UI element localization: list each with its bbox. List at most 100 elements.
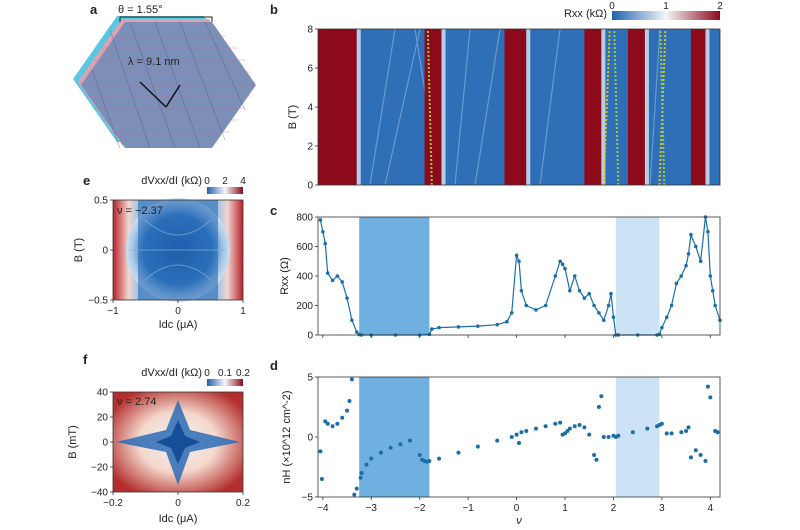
chart-d-point: [596, 405, 601, 409]
chart-d-point: [345, 408, 350, 413]
chart-d-point: [514, 432, 519, 437]
chart-d-point: [408, 438, 413, 443]
colorbar-e-tick: 2: [222, 176, 228, 187]
chart-c-point: [660, 325, 664, 330]
chart-c-ylabel: Rxx (Ω): [279, 257, 291, 295]
chart-c-point: [519, 288, 524, 293]
chart-d-xtick-label: 3: [659, 503, 665, 514]
chart-e-ytick-label: 0.5: [94, 196, 108, 207]
chart-d-y-axis: −5 0 5: [302, 373, 318, 504]
chart-e-ylabel: B (T): [73, 238, 85, 262]
heatmap-b-region-edge: [705, 29, 710, 185]
chart-d-ytick-label: 0: [307, 433, 313, 444]
panel-label-a: a: [90, 2, 98, 17]
chart-f-xtick-label: 0: [175, 498, 181, 509]
chart-c-point: [437, 325, 441, 330]
chart-d-point: [567, 426, 572, 431]
colorbar-b-tick: 1: [663, 1, 669, 12]
chart-d-point: [599, 394, 604, 399]
panel-label-b: b: [270, 2, 278, 17]
chart-d-xlabel: ν: [516, 515, 522, 527]
chart-d-point: [698, 453, 703, 457]
chart-c-point: [456, 325, 461, 329]
panel-label-c: c: [270, 203, 277, 218]
heatmap-b-region-edge: [601, 29, 606, 185]
chart-c-point: [606, 303, 611, 308]
chart-c-shaded-region: [615, 217, 660, 335]
colorbar-b-tick: 0: [609, 1, 615, 12]
chart-d-point: [417, 453, 422, 457]
chart-d-ylabel: nH (×10^12 cm^-2): [281, 390, 293, 483]
heatmap-b-high-region: [424, 29, 442, 185]
theta-label: θ = 1.55°: [118, 4, 162, 16]
colorbar-f-label: dVxx/dI (kΩ): [141, 367, 202, 379]
colorbar-f-tick: 0: [204, 368, 210, 379]
chart-d-point: [388, 445, 393, 450]
chart-d-point: [427, 459, 432, 463]
chart-d-point: [519, 430, 524, 435]
chart-d-point: [359, 471, 364, 475]
colorbar-b: Rxx (kΩ) 0 1 2: [564, 1, 723, 20]
chart-d-point: [708, 395, 713, 400]
colorbar-e-label: dVxx/dI (kΩ): [141, 175, 202, 187]
chart-f-ytick-label: 20: [97, 413, 109, 424]
chart-d-point: [686, 425, 691, 430]
chart-e-x-axis: −1 0 1: [107, 300, 246, 317]
chart-e-ytick-label: −0.5: [88, 296, 108, 307]
chart-c-point: [318, 218, 323, 222]
chart-c-point: [340, 280, 345, 284]
chart-f-x-axis: −0.2 0 0.2: [103, 492, 250, 509]
colorbar-b-label: Rxx (kΩ): [564, 8, 607, 20]
chart-d-point: [352, 492, 357, 497]
chart-c-point: [509, 311, 514, 315]
theta-annotation: θ = 1.55°: [118, 4, 213, 22]
chart-d: −5 0 5 −4 −3 −2 −1 0 1 2 3 4 nH (×10^12 cm^-2) ν: [281, 373, 721, 527]
chart-c-ytick-label: 200: [296, 301, 313, 312]
chart-f-annotation: ν = 2.74: [117, 396, 156, 408]
chart-b-ytick-label: 4: [307, 103, 313, 114]
chart-d-point: [364, 462, 369, 467]
chart-c-point: [517, 259, 521, 264]
chart-c-point: [582, 296, 587, 300]
heatmap-b-high-region: [504, 29, 527, 185]
chart-d-point: [369, 456, 374, 461]
chart-c-point: [323, 241, 328, 246]
chart-d-point: [398, 442, 403, 447]
chart-d-point: [684, 429, 689, 433]
chart-e-annotation: ν = −2.37: [117, 205, 163, 217]
chart-b: 0 2 4 6 8 B (T) Rxx (kΩ) 0 1 2: [287, 1, 723, 192]
chart-d-xtick-label: 2: [611, 503, 617, 514]
colorbar-e-tick: 0: [204, 176, 210, 187]
chart-b-ytick-label: 6: [307, 64, 313, 75]
panel-label-e: e: [83, 173, 90, 188]
chart-d-point: [693, 448, 698, 453]
chart-d-point: [509, 435, 514, 439]
chart-d-point: [703, 459, 708, 463]
chart-e-y-axis: −0.5 0 0.5: [88, 196, 113, 307]
heatmap-b-high-region: [584, 29, 602, 185]
chart-f-ylabel: B (mT): [67, 425, 79, 459]
chart-c-point: [611, 315, 616, 320]
chart-d-point: [630, 430, 635, 435]
chart-c-y-axis: 0 200 400 600 800: [296, 213, 318, 342]
chart-c-point: [686, 252, 691, 256]
chart-c-point: [684, 263, 688, 268]
heatmap-b-high-region: [318, 29, 357, 185]
chart-d-point: [582, 425, 587, 430]
chart-c-point: [609, 291, 613, 296]
chart-c-point: [587, 291, 592, 296]
chart-c-ytick-label: 800: [296, 213, 313, 224]
chart-c-point: [505, 319, 509, 324]
chart-d-point: [524, 429, 529, 433]
chart-c-point: [563, 266, 567, 271]
chart-c-point: [597, 311, 601, 315]
chart-c-point: [430, 327, 434, 331]
chart-c-ytick-label: 400: [296, 272, 313, 283]
chart-e-xtick-label: 0: [175, 306, 181, 317]
chart-c-point: [560, 262, 565, 267]
chart-c-point: [558, 259, 562, 264]
chart-d-point: [553, 421, 558, 426]
chart-d-point: [715, 430, 720, 435]
chart-c-point: [577, 288, 582, 293]
